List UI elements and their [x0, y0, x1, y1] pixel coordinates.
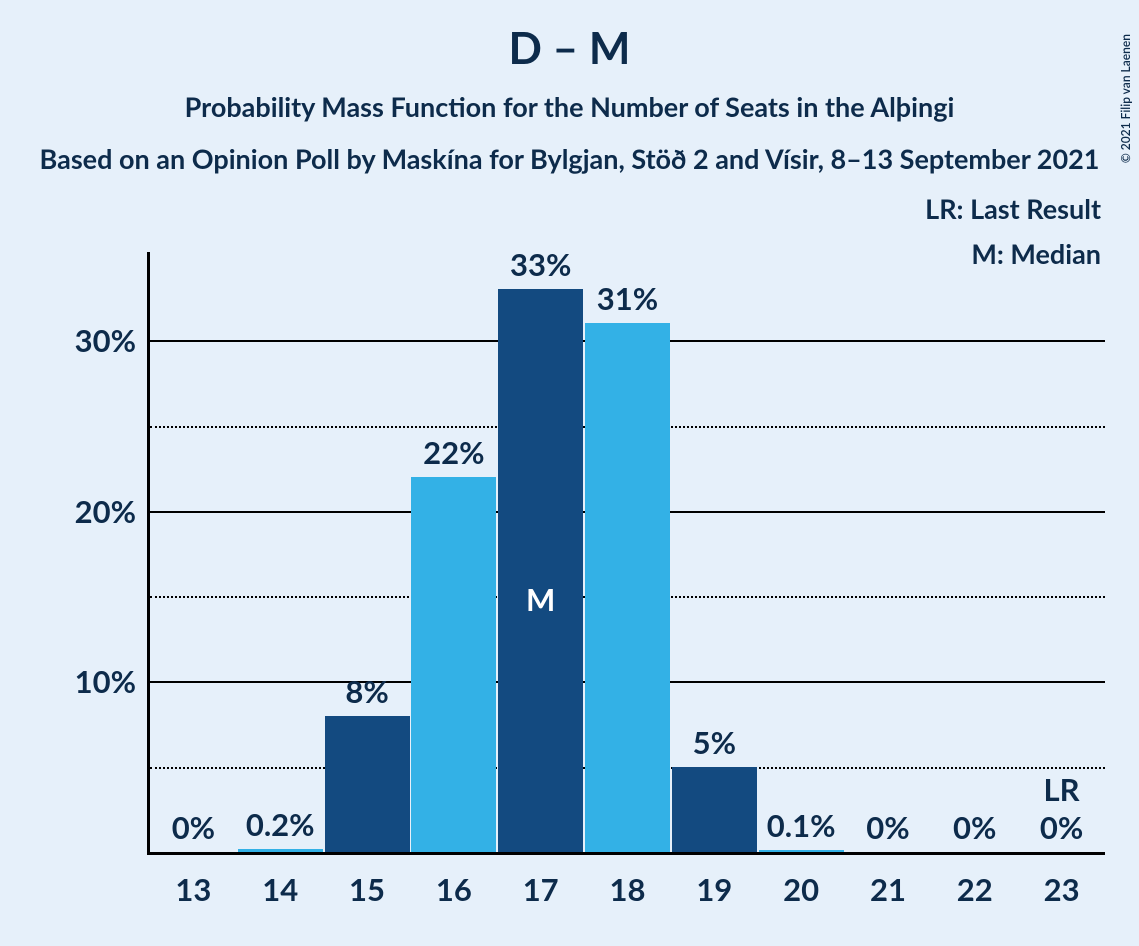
bar: 5% [672, 767, 757, 852]
bar-value-label: 0.1% [767, 806, 836, 850]
x-axis [150, 852, 1105, 855]
copyright-notice: © 2021 Filip van Laenen [1118, 34, 1133, 163]
bar-value-label: 8% [345, 672, 388, 716]
legend-item: M: Median [925, 237, 1101, 270]
last-result-marker: LR [1044, 770, 1080, 808]
x-tick-label: 16 [436, 852, 472, 908]
bar-value-label: 31% [597, 279, 658, 323]
chart-title: D – M [0, 22, 1139, 74]
x-tick-label: 18 [610, 852, 646, 908]
x-tick-label: 13 [175, 852, 211, 908]
x-tick-label: 20 [783, 852, 819, 908]
bar-value-label: 5% [693, 723, 736, 767]
y-axis [147, 252, 150, 855]
bar-value-label: 0.2% [246, 805, 315, 849]
chart-subtitle-1: Probability Mass Function for the Number… [0, 90, 1139, 123]
bar: 8% [325, 716, 410, 852]
bar-value-label: 0% [866, 808, 909, 852]
plot: 10%20%30%0%130.2%148%1522%1633%M1731%185… [150, 272, 1105, 852]
x-tick-label: 23 [1044, 852, 1080, 908]
x-tick-label: 17 [523, 852, 559, 908]
chart-plot-area: 10%20%30%0%130.2%148%1522%1633%M1731%185… [150, 272, 1105, 852]
x-tick-label: 19 [696, 852, 732, 908]
bar-value-label: 0% [172, 808, 215, 852]
bar: 31% [585, 323, 670, 852]
x-tick-label: 21 [870, 852, 906, 908]
y-tick-label: 10% [75, 662, 150, 700]
x-tick-label: 15 [349, 852, 385, 908]
x-tick-label: 22 [957, 852, 993, 908]
bar: 22% [411, 477, 496, 852]
legend: LR: Last Result M: Median [925, 192, 1101, 270]
bar-value-label: 0% [1040, 808, 1083, 852]
median-marker: M [526, 580, 555, 618]
bar-value-label: 22% [423, 433, 484, 477]
bar-value-label: 33% [510, 245, 571, 289]
y-tick-label: 20% [75, 492, 150, 530]
legend-item: LR: Last Result [925, 192, 1101, 225]
bar: 33%M [498, 289, 583, 852]
chart-subtitle-2: Based on an Opinion Poll by Maskína for … [0, 142, 1139, 175]
y-tick-label: 30% [75, 321, 150, 359]
x-tick-label: 14 [262, 852, 298, 908]
bar-value-label: 0% [953, 808, 996, 852]
